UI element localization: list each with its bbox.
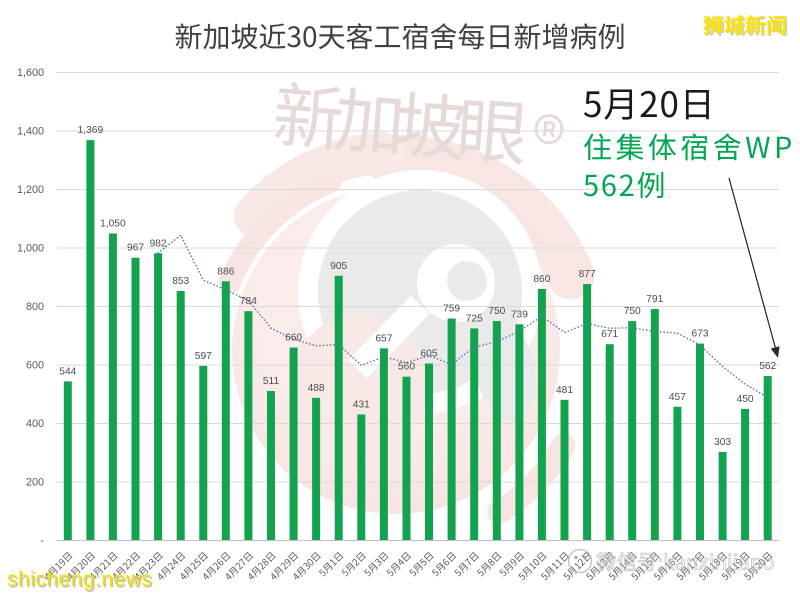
svg-text:905: 905 (330, 261, 347, 272)
svg-text:784: 784 (240, 296, 257, 307)
svg-text:544: 544 (59, 366, 76, 377)
svg-text:400: 400 (26, 418, 44, 430)
svg-text:657: 657 (375, 333, 392, 344)
svg-text:1,050: 1,050 (100, 218, 126, 229)
svg-text:200: 200 (26, 477, 44, 489)
svg-text:1,600: 1,600 (17, 67, 44, 79)
svg-text:511: 511 (263, 376, 280, 387)
svg-text:853: 853 (172, 276, 189, 287)
svg-text:457: 457 (669, 392, 686, 403)
svg-text:562: 562 (759, 361, 776, 372)
svg-text:shicheng.news: shicheng.news (7, 568, 152, 591)
svg-text:-: - (40, 535, 44, 547)
svg-text:481: 481 (556, 385, 573, 396)
svg-text:739: 739 (511, 309, 528, 320)
svg-text:673: 673 (692, 329, 709, 340)
svg-text:600: 600 (26, 360, 44, 372)
svg-text:1,369: 1,369 (78, 125, 104, 136)
svg-text:725: 725 (466, 313, 483, 324)
svg-text:660: 660 (285, 333, 302, 344)
svg-text:431: 431 (353, 399, 370, 410)
svg-text:560: 560 (398, 362, 415, 373)
svg-text:597: 597 (195, 351, 212, 362)
svg-text:shicheng.news: shicheng.news (8, 569, 153, 592)
svg-text:671: 671 (601, 329, 618, 340)
svg-text:877: 877 (579, 269, 596, 280)
svg-text:303: 303 (714, 437, 731, 448)
svg-text:967: 967 (127, 243, 144, 254)
svg-text:759: 759 (443, 304, 460, 315)
svg-text:750: 750 (624, 306, 641, 317)
svg-text:982: 982 (150, 238, 167, 249)
svg-text:791: 791 (646, 294, 663, 305)
svg-text:886: 886 (217, 266, 234, 277)
svg-text:1,400: 1,400 (17, 126, 44, 138)
svg-text:1,000: 1,000 (17, 243, 44, 255)
svg-text:800: 800 (26, 301, 44, 313)
svg-text:605: 605 (421, 349, 438, 360)
svg-text:750: 750 (488, 306, 505, 317)
svg-text:450: 450 (737, 394, 754, 405)
svg-text:860: 860 (533, 274, 550, 285)
svg-text:1,200: 1,200 (17, 184, 44, 196)
svg-text:488: 488 (308, 383, 325, 394)
